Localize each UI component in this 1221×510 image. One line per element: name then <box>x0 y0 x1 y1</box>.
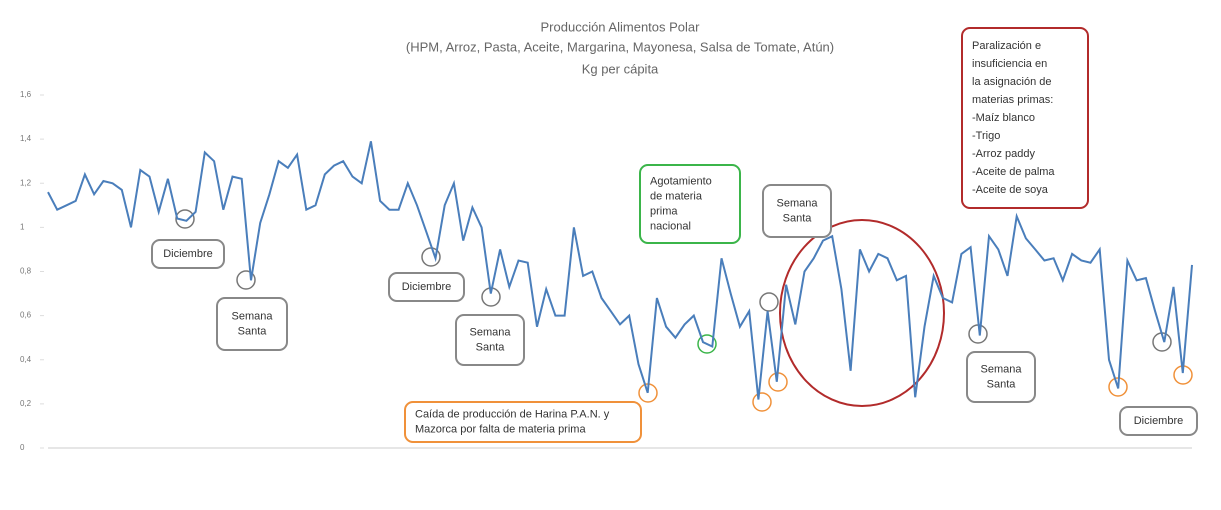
annotation-text: Semana <box>470 326 512 338</box>
annotation-box <box>388 272 465 302</box>
y-tick-label: 0,2 <box>20 399 32 408</box>
annotation-text: Mazorca por falta de materia prima <box>415 423 586 435</box>
chart-unit: Kg per cápita <box>582 61 659 76</box>
annotation-text: Semana <box>981 363 1023 375</box>
annotation-box <box>966 351 1036 403</box>
annotation-text: Santa <box>783 212 813 224</box>
annotation-text: Diciembre <box>163 248 213 260</box>
circle <box>236 270 256 290</box>
y-tick-label: 0,4 <box>20 355 32 364</box>
annotation-text: insuficiencia en <box>972 58 1047 70</box>
annotation-text: Caída de producción de Harina P.A.N. y <box>415 408 610 420</box>
annotation-text: Santa <box>238 325 268 337</box>
annotation-text: Agotamiento <box>650 175 712 187</box>
annotation-text: materias primas: <box>972 94 1053 106</box>
annotation-text: Santa <box>476 341 506 353</box>
annotation-box <box>455 314 525 366</box>
y-tick-label: 1 <box>20 222 25 231</box>
annotation-box <box>151 239 225 269</box>
annotation-text: Paralización e <box>972 40 1041 52</box>
circle <box>779 219 945 407</box>
circle <box>759 292 779 312</box>
chart-subtitle: (HPM, Arroz, Pasta, Aceite, Margarina, M… <box>406 39 834 54</box>
y-tick-label: 1,2 <box>20 178 32 187</box>
annotation-text: Diciembre <box>402 281 452 293</box>
annotation-box <box>404 401 642 443</box>
line <box>47 141 1193 400</box>
annotation-text: Semana <box>232 310 274 322</box>
annotation-text: -Aceite de soya <box>972 184 1049 196</box>
annotation-text: de materia <box>650 190 703 202</box>
annotation-box <box>762 184 832 238</box>
annotation-text: -Aceite de palma <box>972 166 1055 178</box>
annotation-text: Semana <box>777 197 819 209</box>
y-tick-label: 0,8 <box>20 267 32 276</box>
annotation-box <box>961 27 1089 209</box>
annotation-text: -Trigo <box>972 130 1000 142</box>
circle <box>752 392 772 412</box>
circle <box>175 209 195 229</box>
y-tick-label: 1,6 <box>20 90 32 99</box>
annotation-text: -Arroz paddy <box>972 148 1035 160</box>
annotation-text: nacional <box>650 220 691 232</box>
y-tick-label: 1,4 <box>20 134 32 143</box>
annotation-text: la asignación de <box>972 76 1052 88</box>
annotation-box <box>639 164 741 244</box>
annotation-text: -Maíz blanco <box>972 112 1035 124</box>
annotation-box <box>1119 406 1198 436</box>
circle <box>697 334 717 354</box>
y-tick-label: 0 <box>20 443 25 452</box>
annotation-text: Diciembre <box>1134 415 1184 427</box>
chart-title: Producción Alimentos Polar <box>541 19 701 34</box>
annotation-text: prima <box>650 205 678 217</box>
annotation-box <box>216 297 288 351</box>
y-tick-label: 0,6 <box>20 311 32 320</box>
annotation-text: Santa <box>987 378 1017 390</box>
